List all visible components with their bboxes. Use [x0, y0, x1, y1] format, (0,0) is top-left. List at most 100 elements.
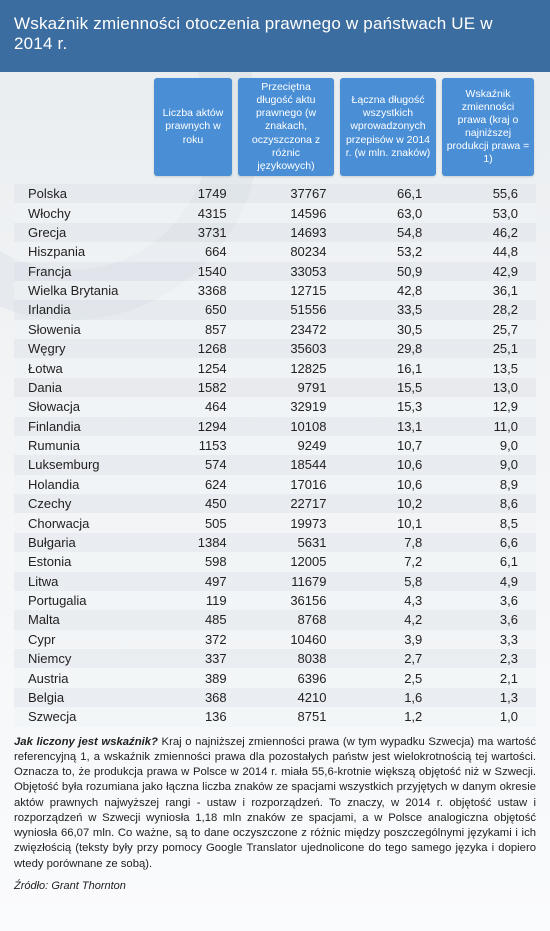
value-cell: 10108 [241, 417, 341, 436]
value-cell: 15,5 [340, 378, 440, 397]
value-cell: 3,6 [440, 610, 536, 629]
country-cell: Niemcy [14, 649, 160, 668]
table-row: Szwecja13687511,21,0 [14, 707, 536, 726]
value-cell: 9249 [241, 436, 341, 455]
value-cell: 8,5 [440, 513, 536, 532]
source-value: Grant Thornton [51, 880, 126, 892]
value-cell: 1268 [160, 339, 241, 358]
value-cell: 12715 [241, 281, 341, 300]
country-cell: Finlandia [14, 417, 160, 436]
country-cell: Bułgaria [14, 533, 160, 552]
value-cell: 650 [160, 300, 241, 319]
value-cell: 2,3 [440, 649, 536, 668]
value-cell: 11,0 [440, 417, 536, 436]
value-cell: 23472 [241, 320, 341, 339]
value-cell: 36156 [241, 591, 341, 610]
value-cell: 464 [160, 397, 241, 416]
value-cell: 54,8 [340, 223, 440, 242]
country-cell: Portugalia [14, 591, 160, 610]
table-row: Cypr372104603,93,3 [14, 630, 536, 649]
value-cell: 14596 [241, 203, 341, 222]
value-cell: 33,5 [340, 300, 440, 319]
value-cell: 4,2 [340, 610, 440, 629]
col-header-total: Łączna długość wszystkich wprowadzonych … [340, 78, 436, 176]
value-cell: 14693 [241, 223, 341, 242]
table-row: Dania1582979115,513,0 [14, 378, 536, 397]
value-cell: 1749 [160, 184, 241, 203]
table-row: Polska17493776766,155,6 [14, 184, 536, 203]
value-cell: 13,1 [340, 417, 440, 436]
value-cell: 8751 [241, 707, 341, 726]
value-cell: 32919 [241, 397, 341, 416]
note-body: Kraj o najniższej zmienności prawa (w ty… [14, 736, 536, 870]
value-cell: 337 [160, 649, 241, 668]
value-cell: 1540 [160, 262, 241, 281]
value-cell: 44,8 [440, 242, 536, 261]
value-cell: 28,2 [440, 300, 536, 319]
value-cell: 1,3 [440, 688, 536, 707]
country-cell: Luksemburg [14, 455, 160, 474]
value-cell: 372 [160, 630, 241, 649]
country-cell: Rumunia [14, 436, 160, 455]
value-cell: 46,2 [440, 223, 536, 242]
country-cell: Hiszpania [14, 242, 160, 261]
value-cell: 33053 [241, 262, 341, 281]
value-cell: 55,6 [440, 184, 536, 203]
country-cell: Grecja [14, 223, 160, 242]
country-cell: Belgia [14, 688, 160, 707]
value-cell: 50,9 [340, 262, 440, 281]
value-cell: 497 [160, 572, 241, 591]
country-cell: Francja [14, 262, 160, 281]
table-header-row: Liczba aktów prawnych w roku Przeciętna … [14, 78, 536, 176]
table-row: Rumunia1153924910,79,0 [14, 436, 536, 455]
value-cell: 30,5 [340, 320, 440, 339]
value-cell: 42,8 [340, 281, 440, 300]
value-cell: 11679 [241, 572, 341, 591]
table-row: Chorwacja5051997310,18,5 [14, 513, 536, 532]
country-cell: Austria [14, 668, 160, 687]
country-cell: Węgry [14, 339, 160, 358]
country-cell: Słowacja [14, 397, 160, 416]
page-title: Wskaźnik zmienności otoczenia prawnego w… [14, 10, 536, 64]
value-cell: 80234 [241, 242, 341, 261]
title-bar: Wskaźnik zmienności otoczenia prawnego w… [0, 0, 550, 72]
value-cell: 4315 [160, 203, 241, 222]
value-cell: 368 [160, 688, 241, 707]
value-cell: 389 [160, 668, 241, 687]
table-row: Słowenia8572347230,525,7 [14, 320, 536, 339]
table-row: Litwa497116795,84,9 [14, 572, 536, 591]
table-row: Portugalia119361564,33,6 [14, 591, 536, 610]
value-cell: 1254 [160, 358, 241, 377]
country-cell: Estonia [14, 552, 160, 571]
value-cell: 36,1 [440, 281, 536, 300]
value-cell: 13,5 [440, 358, 536, 377]
table-row: Węgry12683560329,825,1 [14, 339, 536, 358]
table-row: Czechy4502271710,28,6 [14, 494, 536, 513]
table-row: Holandia6241701610,68,9 [14, 475, 536, 494]
value-cell: 8,6 [440, 494, 536, 513]
value-cell: 857 [160, 320, 241, 339]
country-cell: Irlandia [14, 300, 160, 319]
value-cell: 505 [160, 513, 241, 532]
value-cell: 15,3 [340, 397, 440, 416]
note-lead: Jak liczony jest wskaźnik? [14, 736, 158, 748]
table-row: Malta48587684,23,6 [14, 610, 536, 629]
table-row: Bułgaria138456317,86,6 [14, 533, 536, 552]
country-cell: Szwecja [14, 707, 160, 726]
value-cell: 8,9 [440, 475, 536, 494]
value-cell: 3,6 [440, 591, 536, 610]
value-cell: 10,6 [340, 475, 440, 494]
table-row: Finlandia12941010813,111,0 [14, 417, 536, 436]
country-cell: Czechy [14, 494, 160, 513]
table-row: Irlandia6505155633,528,2 [14, 300, 536, 319]
value-cell: 16,1 [340, 358, 440, 377]
value-cell: 2,1 [440, 668, 536, 687]
country-cell: Włochy [14, 203, 160, 222]
value-cell: 25,1 [440, 339, 536, 358]
value-cell: 10460 [241, 630, 341, 649]
table-row: Łotwa12541282516,113,5 [14, 358, 536, 377]
table-row: Hiszpania6648023453,244,8 [14, 242, 536, 261]
value-cell: 17016 [241, 475, 341, 494]
value-cell: 8768 [241, 610, 341, 629]
value-cell: 29,8 [340, 339, 440, 358]
